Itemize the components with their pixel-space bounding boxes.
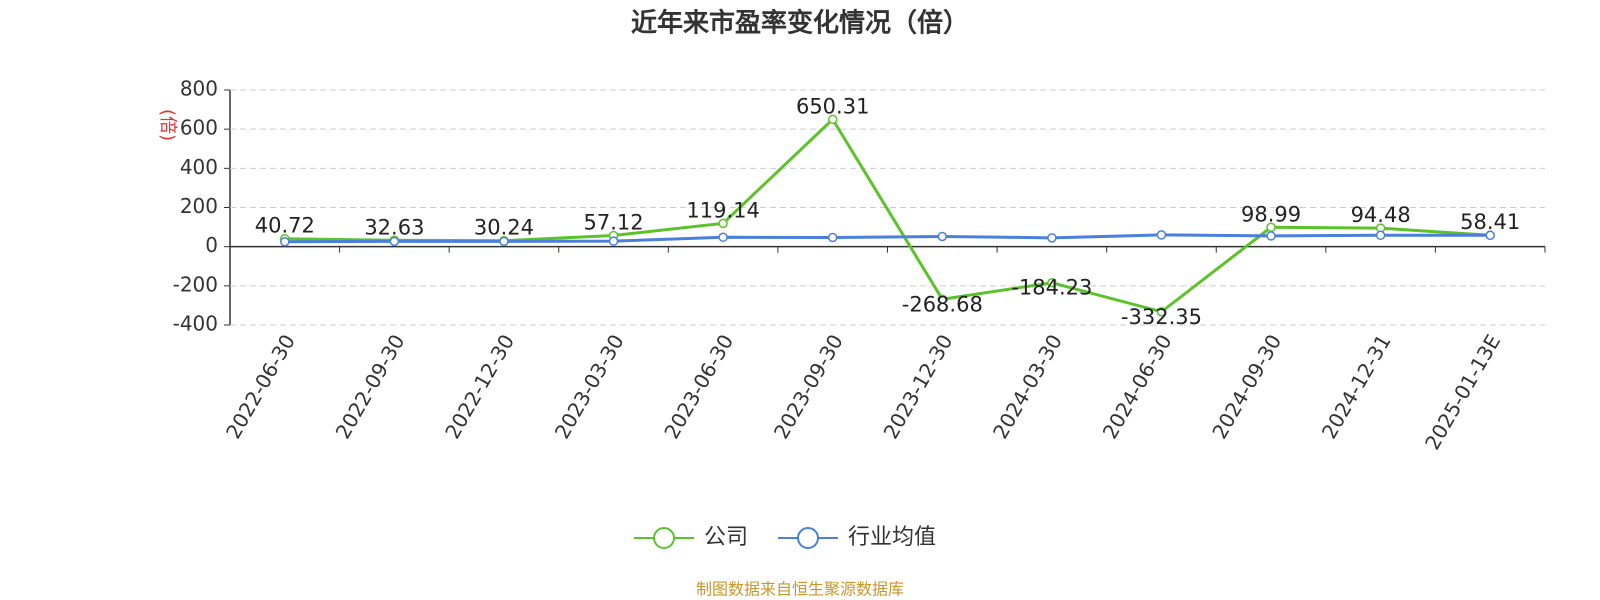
data-point (718, 218, 728, 229)
series-line (284, 233, 1491, 244)
data-point (937, 294, 948, 305)
x-tick-label: 2022-09-30 (331, 330, 410, 443)
x-tick-label: 2025-01-13E (1420, 330, 1505, 454)
source-note: 制图数据来自恒生聚源数据库 (696, 580, 904, 599)
y-tick-label: 400 (180, 155, 218, 179)
y-tick-label: 200 (180, 194, 218, 218)
x-tick-label: 2024-06-30 (1098, 330, 1177, 443)
data-label: 94.48 (1351, 203, 1411, 227)
data-point (1156, 307, 1167, 317)
y-tick-label: 800 (180, 77, 218, 101)
y-tick-label: -400 (173, 312, 218, 336)
x-tick-label: 2023-09-30 (769, 330, 848, 443)
x-tick-label: 2024-09-30 (1207, 330, 1286, 443)
data-label: 98.99 (1241, 202, 1301, 226)
x-tick-label: 2023-03-30 (550, 330, 629, 443)
data-point (1156, 230, 1167, 240)
data-point (280, 237, 290, 247)
data-label: 58.41 (1460, 210, 1520, 234)
x-tick-label: 2024-03-30 (988, 330, 1067, 443)
data-label: 119.14 (686, 198, 759, 222)
data-point (1266, 231, 1276, 241)
legend-marker (653, 527, 675, 549)
data-point (1047, 233, 1057, 243)
data-label: 32.63 (364, 215, 424, 239)
legend-label: 行业均值 (848, 525, 936, 550)
data-label: -268.68 (902, 292, 983, 316)
y-axis-label: (倍) (157, 109, 178, 141)
data-label: 40.72 (255, 214, 315, 238)
y-tick-label: 600 (180, 116, 218, 140)
data-point (608, 236, 619, 246)
x-tick-label: 2023-06-30 (659, 330, 738, 443)
data-point (389, 236, 400, 247)
data-point (827, 232, 838, 243)
data-point (718, 232, 728, 243)
chart-title: 近年来市盈率变化情况（倍） (631, 8, 969, 39)
series-line (284, 116, 1491, 314)
data-point (827, 114, 838, 125)
y-tick-label: -200 (173, 272, 218, 296)
legend-label: 公司 (704, 525, 748, 550)
x-tick-label: 2023-12-30 (878, 330, 957, 443)
data-point (1047, 277, 1057, 288)
data-point (499, 236, 509, 247)
y-tick-label: 0 (205, 233, 218, 257)
data-point (937, 231, 948, 242)
data-label: 650.31 (796, 94, 869, 118)
data-label: -184.23 (1011, 276, 1092, 300)
data-label: 30.24 (474, 216, 534, 240)
legend-marker (797, 527, 819, 549)
x-tick-label: 2022-06-30 (221, 330, 300, 443)
x-tick-label: 2024-12-31 (1317, 330, 1396, 443)
data-label: 57.12 (583, 210, 643, 234)
data-point (1375, 230, 1386, 241)
data-label: -332.35 (1121, 305, 1202, 329)
data-point (1485, 230, 1495, 241)
x-tick-label: 2022-12-30 (440, 330, 519, 443)
